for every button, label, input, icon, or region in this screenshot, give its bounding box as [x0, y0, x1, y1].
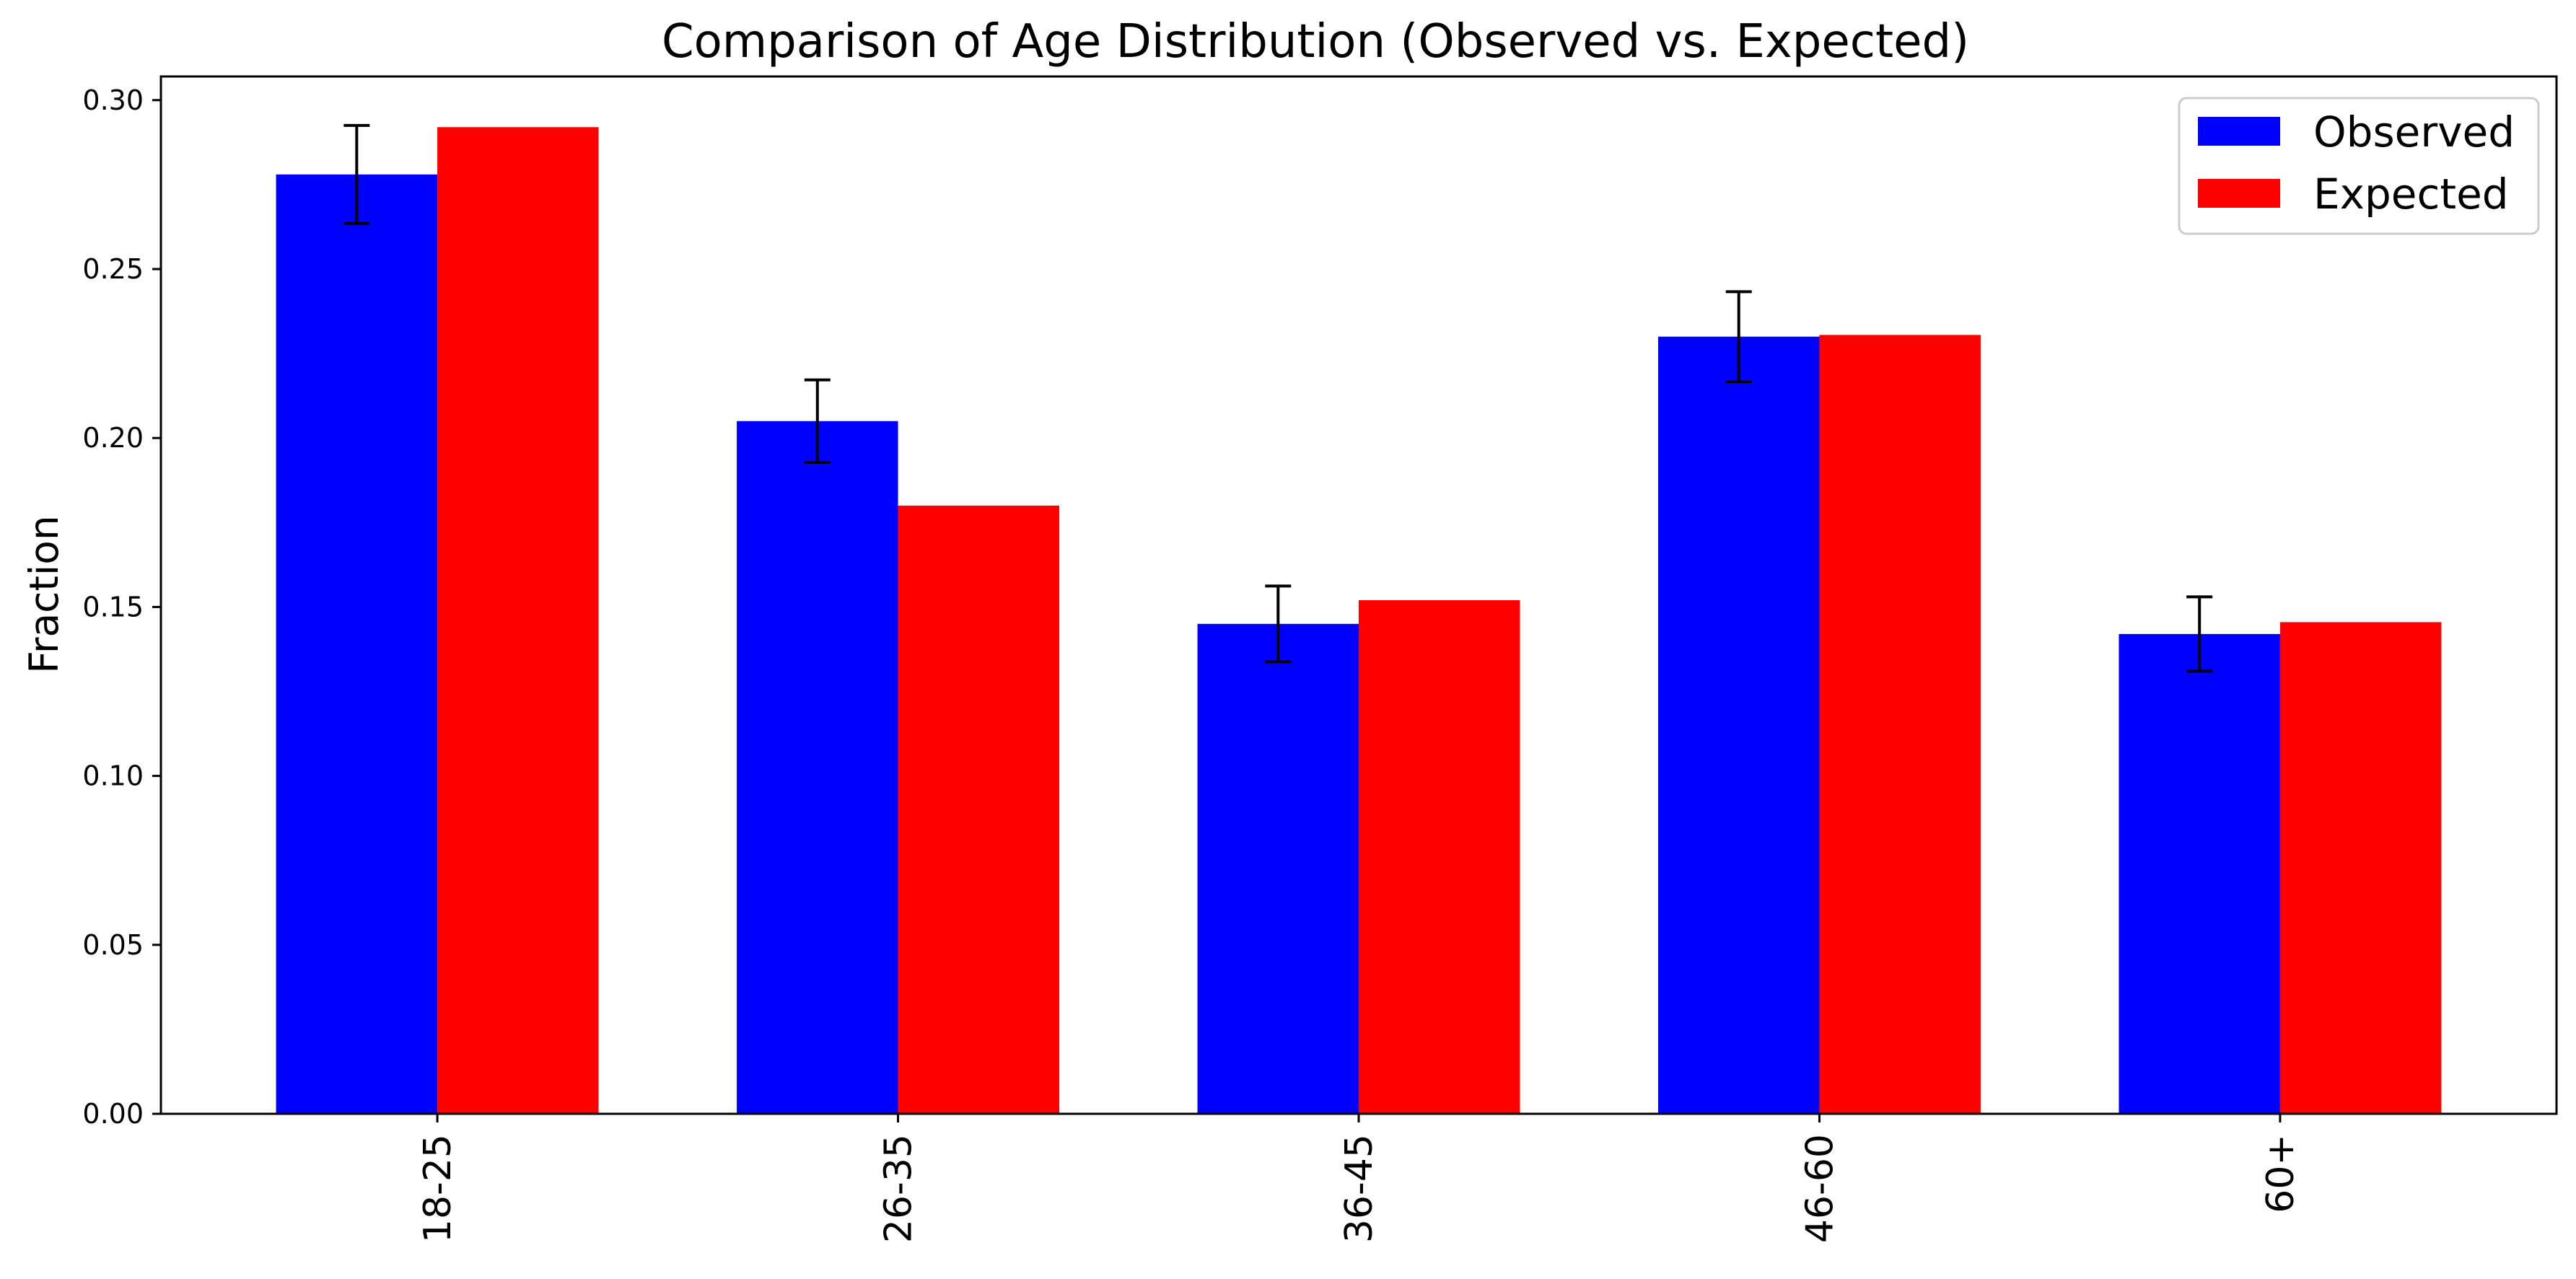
x-tick-label-26-35: 26-35	[877, 1134, 921, 1243]
y-tick-label-1: 0.05	[82, 929, 144, 961]
legend-swatch-observed	[2198, 117, 2280, 146]
bar-observed-26-35	[737, 421, 898, 1114]
x-tick-label-18-25: 18-25	[416, 1134, 460, 1243]
y-tick-label-5: 0.25	[82, 253, 144, 285]
x-tick-label-36-45: 36-45	[1338, 1134, 1381, 1243]
legend-label-observed: Observed	[2313, 107, 2515, 157]
x-axis: 18-25 26-35 36-45 46-60 60+	[416, 1114, 2303, 1243]
y-tick-label-0: 0.00	[82, 1098, 144, 1130]
bar-expected-60+	[2279, 622, 2442, 1114]
chart-title: Comparison of Age Distribution (Observed…	[662, 15, 1969, 69]
y-tick-label-6: 0.30	[82, 84, 144, 116]
x-tick-label-46-60: 46-60	[1798, 1134, 1841, 1243]
y-tick-label-4: 0.20	[82, 422, 144, 454]
legend: Observed Expected	[2178, 97, 2540, 235]
bars-layer	[276, 127, 2442, 1114]
bar-expected-36-45	[1359, 600, 1520, 1114]
y-axis-label: Fraction	[21, 515, 67, 674]
y-tick-label-2: 0.10	[82, 760, 144, 792]
errorbars-layer	[343, 123, 2213, 673]
bar-observed-36-45	[1197, 623, 1359, 1114]
x-tick-label-60+: 60+	[2259, 1134, 2303, 1213]
bar-expected-26-35	[898, 505, 1059, 1114]
bar-observed-46-60	[1658, 336, 1820, 1114]
bar-expected-46-60	[1819, 335, 1981, 1114]
bar-observed-60+	[2119, 633, 2280, 1114]
legend-label-expected: Expected	[2313, 170, 2509, 219]
y-tick-label-3: 0.15	[82, 591, 144, 623]
legend-swatch-expected	[2198, 179, 2280, 208]
y-axis: 0.00 0.05 0.10 0.15 0.20 0.25 0.30	[82, 84, 161, 1130]
bar-observed-18-25	[276, 174, 438, 1114]
bar-expected-18-25	[437, 127, 599, 1114]
